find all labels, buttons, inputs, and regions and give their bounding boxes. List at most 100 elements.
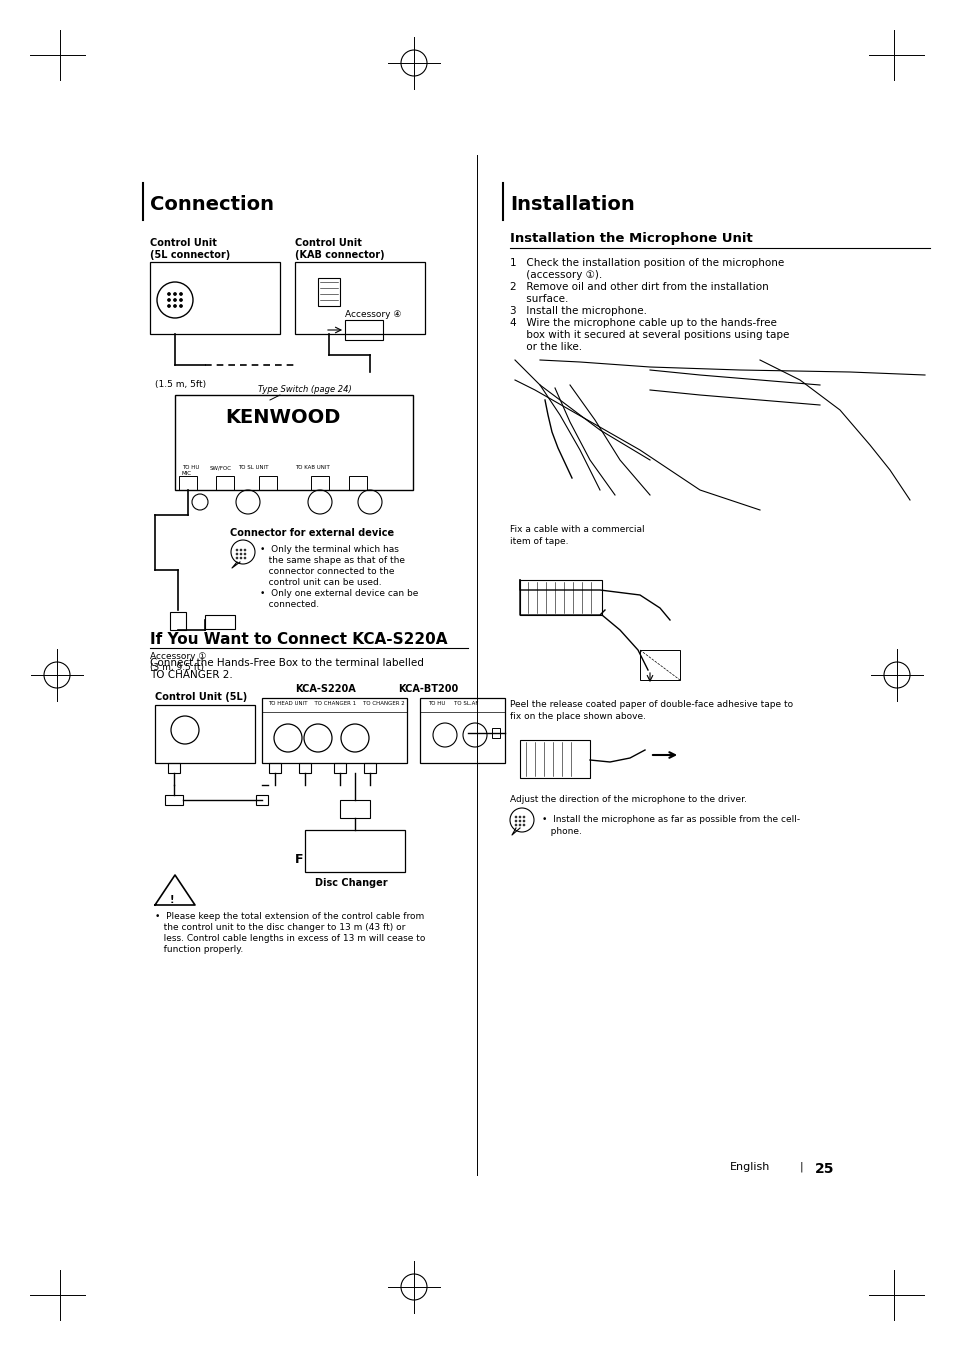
Bar (255, 795, 268, 805)
Text: (5L connector): (5L connector) (150, 250, 230, 261)
Bar (639, 649, 679, 680)
Bar (215, 477, 233, 490)
Text: TO HU: TO HU (182, 464, 199, 470)
Circle shape (235, 558, 237, 559)
Text: box with it secured at several positions using tape: box with it secured at several positions… (510, 329, 788, 340)
Text: KCA-S220A: KCA-S220A (294, 684, 355, 694)
Text: Accessory ①: Accessory ① (150, 652, 206, 662)
Text: TO CHANGER 2.: TO CHANGER 2. (150, 670, 233, 680)
Text: Peel the release coated paper of double-face adhesive tape to: Peel the release coated paper of double-… (510, 701, 792, 709)
Text: 3   Install the microphone.: 3 Install the microphone. (510, 306, 646, 316)
Text: (1.5 m, 5ft): (1.5 m, 5ft) (154, 379, 206, 389)
Bar (492, 728, 499, 738)
Text: Connector for external device: Connector for external device (230, 528, 394, 539)
Bar (179, 477, 196, 490)
Text: Adjust the direction of the microphone to the driver.: Adjust the direction of the microphone t… (510, 795, 746, 805)
Circle shape (522, 824, 524, 826)
Text: control unit can be used.: control unit can be used. (260, 578, 381, 587)
Text: Disc Changer: Disc Changer (314, 878, 387, 888)
Bar (168, 763, 180, 774)
Circle shape (240, 549, 242, 551)
Bar (519, 580, 601, 616)
Text: •  Only the terminal which has: • Only the terminal which has (260, 545, 398, 554)
Bar (262, 698, 407, 763)
Text: Installation: Installation (510, 194, 634, 215)
Circle shape (522, 815, 524, 818)
Text: MIC: MIC (182, 471, 192, 477)
Text: Fix a cable with a commercial: Fix a cable with a commercial (510, 525, 644, 535)
Bar (269, 763, 281, 774)
Bar (298, 763, 311, 774)
Text: SW/FOC: SW/FOC (210, 464, 232, 470)
Text: less. Control cable lengths in excess of 13 m will cease to: less. Control cable lengths in excess of… (154, 934, 425, 944)
Polygon shape (154, 875, 194, 905)
Circle shape (168, 293, 171, 296)
Text: Installation the Microphone Unit: Installation the Microphone Unit (510, 232, 752, 244)
Bar (519, 740, 589, 778)
Text: connector connected to the: connector connected to the (260, 567, 395, 576)
Bar (419, 698, 504, 763)
Text: Control Unit: Control Unit (150, 238, 216, 248)
Text: TO KAB UNIT: TO KAB UNIT (294, 464, 330, 470)
Circle shape (244, 558, 246, 559)
Text: Control Unit (5L): Control Unit (5L) (154, 693, 247, 702)
Bar (294, 262, 424, 333)
Bar (349, 477, 367, 490)
Text: 4   Wire the microphone cable up to the hands-free: 4 Wire the microphone cable up to the ha… (510, 319, 776, 328)
Text: fix on the place shown above.: fix on the place shown above. (510, 711, 645, 721)
Circle shape (235, 549, 237, 551)
Text: Accessory ④: Accessory ④ (345, 310, 401, 319)
Text: Type Switch (page 24): Type Switch (page 24) (257, 385, 352, 394)
Circle shape (518, 824, 520, 826)
Text: TO SL UNIT: TO SL UNIT (237, 464, 268, 470)
Text: KCA-BT200: KCA-BT200 (397, 684, 457, 694)
Circle shape (244, 554, 246, 555)
Circle shape (244, 549, 246, 551)
Text: TO HEAD UNIT    TO CHANGER 1    TO CHANGER 2: TO HEAD UNIT TO CHANGER 1 TO CHANGER 2 (268, 701, 404, 706)
Text: surface.: surface. (510, 294, 568, 304)
Bar (311, 477, 329, 490)
Bar (364, 763, 375, 774)
Text: F: F (294, 853, 303, 865)
Bar (154, 705, 254, 763)
Circle shape (240, 558, 242, 559)
Text: TO HU     TO SL.AF: TO HU TO SL.AF (428, 701, 478, 706)
Bar (317, 278, 339, 306)
Text: 25: 25 (814, 1162, 834, 1176)
Text: 2   Remove oil and other dirt from the installation: 2 Remove oil and other dirt from the ins… (510, 282, 768, 292)
Text: Connection: Connection (150, 194, 274, 215)
Circle shape (168, 305, 171, 308)
Circle shape (518, 819, 520, 822)
Text: item of tape.: item of tape. (510, 537, 568, 545)
Bar (334, 763, 346, 774)
Circle shape (518, 815, 520, 818)
Circle shape (515, 824, 517, 826)
Bar (170, 612, 186, 630)
Circle shape (240, 554, 242, 555)
Circle shape (235, 554, 237, 555)
Circle shape (522, 819, 524, 822)
Text: function properly.: function properly. (154, 945, 243, 954)
Text: •  Install the microphone as far as possible from the cell-: • Install the microphone as far as possi… (541, 815, 800, 824)
Bar (345, 320, 382, 340)
Circle shape (173, 293, 176, 296)
Bar (174, 396, 413, 490)
Text: phone.: phone. (541, 828, 581, 836)
Circle shape (179, 293, 182, 296)
Text: !: ! (170, 895, 174, 905)
Text: (KAB connector): (KAB connector) (294, 250, 384, 261)
Text: English: English (729, 1162, 770, 1172)
Text: or the like.: or the like. (510, 342, 581, 352)
Bar (150, 262, 280, 333)
Circle shape (179, 305, 182, 308)
Text: •  Please keep the total extension of the control cable from: • Please keep the total extension of the… (154, 913, 424, 921)
Bar (165, 795, 183, 805)
Text: KENWOOD: KENWOOD (225, 408, 340, 427)
Text: (accessory ①).: (accessory ①). (510, 270, 601, 279)
Text: If You Want to Connect KCA-S220A: If You Want to Connect KCA-S220A (150, 632, 447, 647)
Text: 1   Check the installation position of the microphone: 1 Check the installation position of the… (510, 258, 783, 269)
Bar (305, 830, 405, 872)
Circle shape (179, 298, 182, 301)
Text: |: | (800, 1162, 802, 1173)
Circle shape (173, 305, 176, 308)
